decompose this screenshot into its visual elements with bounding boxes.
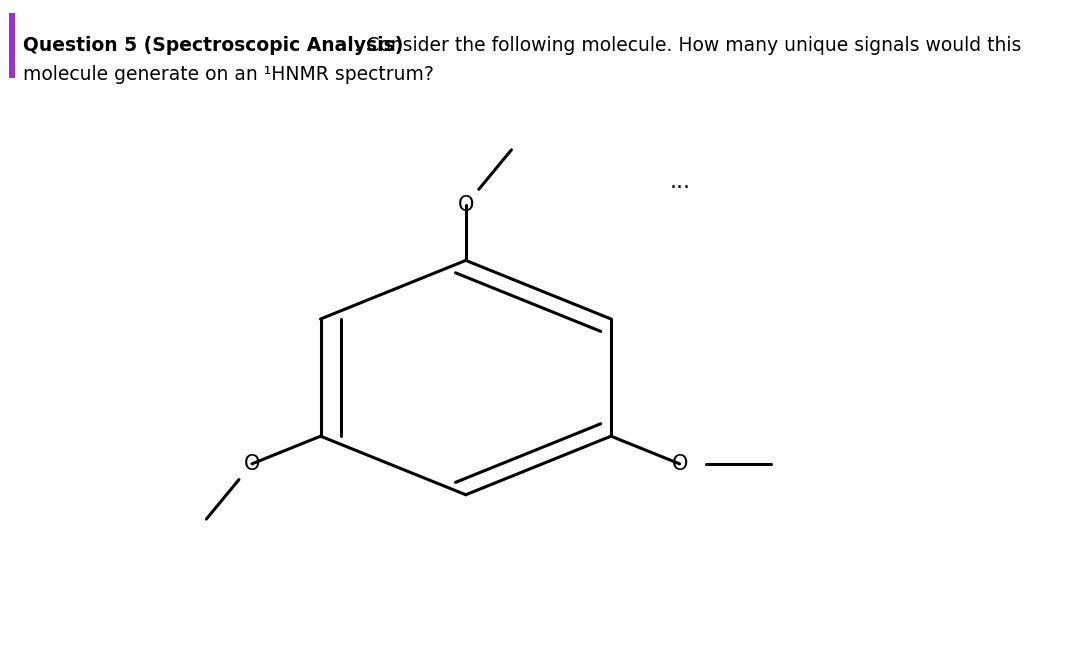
Text: Question 5 (Spectroscopic Analysis): Question 5 (Spectroscopic Analysis) xyxy=(24,36,404,55)
Text: O: O xyxy=(672,454,688,474)
Text: : Consider the following molecule. How many unique signals would this: : Consider the following molecule. How m… xyxy=(354,36,1022,55)
Text: O: O xyxy=(458,195,474,215)
Text: ...: ... xyxy=(670,173,690,192)
Text: O: O xyxy=(244,454,260,474)
Text: molecule generate on an ¹HNMR spectrum?: molecule generate on an ¹HNMR spectrum? xyxy=(24,65,434,84)
FancyBboxPatch shape xyxy=(10,13,15,78)
